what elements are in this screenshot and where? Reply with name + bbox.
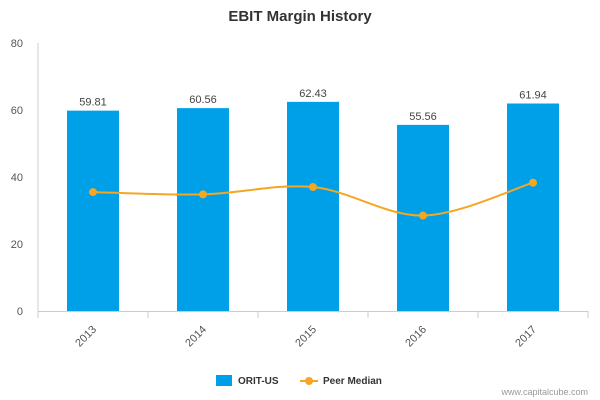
bar [507,103,559,311]
legend-label-bar: ORIT-US [238,376,279,387]
data-label: 55.56 [409,111,437,123]
data-label: 61.94 [519,90,547,102]
line-point [529,178,537,187]
line-point [309,183,317,192]
legend-marker-line [305,377,313,385]
y-axis: 0 20 40 60 80 [11,38,23,318]
legend-swatch-bar [216,375,232,386]
x-axis: 2013 2014 2015 2016 2017 [37,311,589,350]
bar-series [67,101,559,312]
y-tick-label: 0 [17,306,23,318]
line-series [89,178,537,220]
x-tick-label: 2014 [183,324,209,350]
data-label: 59.81 [79,97,107,109]
data-labels: 59.81 60.56 62.43 55.56 61.94 [79,88,547,123]
x-tick-label: 2016 [403,324,429,350]
data-label: 60.56 [189,94,217,106]
y-tick-label: 80 [11,38,23,50]
legend: ORIT-US Peer Median [216,375,382,387]
x-tick-label: 2017 [513,324,539,350]
data-label: 62.43 [299,88,327,100]
x-tick-label: 2013 [73,324,99,350]
bar [287,101,339,311]
y-tick-label: 20 [11,239,23,251]
y-tick-label: 60 [11,105,23,117]
bar [67,110,119,311]
bar [177,108,229,312]
line-point [89,188,97,197]
x-tick-label: 2015 [293,324,319,350]
line-point [199,190,207,199]
credit-text: www.capitalcube.com [500,387,588,397]
line-point [419,211,427,220]
legend-label-line: Peer Median [323,376,382,387]
chart-title: EBIT Margin History [228,8,372,25]
y-tick-label: 40 [11,172,23,184]
